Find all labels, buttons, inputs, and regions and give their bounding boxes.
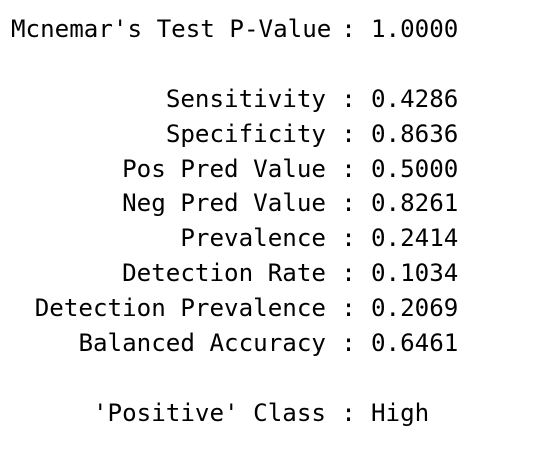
stat-value: 0.6461 [371, 329, 459, 358]
console-output: Mcnemar's Test P-Value:1.0000 Sensitivit… [11, 12, 458, 431]
stat-label: Specificity [165, 119, 326, 148]
stat-row-prevalence: Prevalence:0.2414 [11, 221, 458, 256]
stat-label: Detection Prevalence [34, 294, 326, 323]
stat-row-sensitivity: Sensitivity:0.4286 [11, 82, 459, 117]
stat-label: Neg Pred Value [122, 189, 326, 218]
blank-line [11, 47, 458, 82]
stat-value: High [371, 398, 430, 427]
stat-separator: : [341, 398, 356, 427]
stat-value: 0.8636 [371, 119, 459, 148]
stat-label: Mcnemar's Test P-Value [11, 15, 332, 43]
stat-separator: : [341, 329, 356, 358]
stat-row-detection-rate: Detection Rate:0.1034 [11, 256, 458, 291]
stat-label: Prevalence [180, 224, 326, 253]
stat-separator: : [341, 294, 356, 323]
stat-row-positive-class: 'Positive' Class: High [11, 396, 458, 431]
stat-row-balanced-accuracy: Balanced Accuracy:0.6461 [11, 326, 458, 361]
stat-value: 0.2069 [371, 294, 459, 323]
stat-label: 'Positive' Class [93, 398, 326, 427]
stat-separator: : [341, 154, 356, 183]
stat-separator: : [341, 224, 356, 253]
stat-separator: : [341, 15, 356, 43]
stat-label: Sensitivity [165, 84, 326, 113]
stat-separator: : [341, 119, 356, 148]
blank-line [11, 361, 458, 396]
stat-separator: : [341, 189, 356, 218]
stat-row-neg-pred-value: Neg Pred Value:0.8261 [11, 186, 458, 221]
stat-value: 0.2414 [371, 224, 459, 253]
stat-value: 0.5000 [371, 154, 459, 183]
stat-label: Pos Pred Value [122, 154, 326, 183]
stat-value: 0.1034 [371, 259, 459, 288]
stat-row-pos-pred-value: Pos Pred Value:0.5000 [11, 152, 458, 187]
stat-value: 0.4286 [371, 84, 459, 113]
stat-label: Detection Rate [122, 259, 326, 288]
stat-separator: : [341, 84, 356, 113]
stat-row-detection-prevalence: Detection Prevalence:0.2069 [11, 291, 459, 326]
stat-label: Balanced Accuracy [78, 329, 326, 358]
stat-value: 1.0000 [371, 15, 459, 43]
stat-value: 0.8261 [371, 189, 459, 218]
stat-row-specificity: Specificity:0.8636 [11, 117, 459, 152]
stat-row-mcnemar: Mcnemar's Test P-Value:1.0000 [11, 12, 458, 47]
stat-separator: : [341, 259, 356, 288]
